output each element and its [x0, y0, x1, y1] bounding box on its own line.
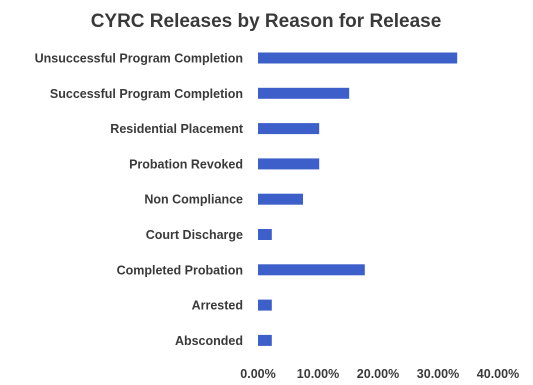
chart-title: CYRC Releases by Reason for Release — [91, 11, 442, 32]
bar — [258, 264, 365, 276]
bar — [258, 299, 272, 311]
bar — [258, 123, 320, 135]
category-label: Completed Probation — [117, 263, 243, 277]
bar — [258, 334, 272, 346]
x-tick-label: 0.00% — [240, 367, 275, 381]
bar — [258, 158, 320, 170]
category-label: Non Compliance — [144, 193, 243, 207]
category-label: Unsuccessful Program Completion — [35, 52, 243, 66]
category-label: Residential Placement — [110, 122, 244, 136]
x-tick-label: 30.00% — [417, 367, 459, 381]
category-label: Probation Revoked — [129, 157, 243, 171]
category-label: Arrested — [192, 299, 243, 313]
bar — [258, 229, 272, 240]
category-label: Successful Program Completion — [50, 87, 243, 101]
x-axis-tick-labels: 0.00% 10.00% 20.00% 30.00% 40.00% — [240, 367, 519, 381]
x-tick-label: 40.00% — [477, 367, 519, 381]
x-tick-label: 10.00% — [297, 367, 339, 381]
category-labels: Unsuccessful Program Completion Successfu… — [35, 52, 244, 348]
bar — [258, 193, 303, 205]
bar — [258, 52, 458, 64]
category-label: Court Discharge — [146, 228, 243, 242]
category-label: Absconded — [175, 334, 243, 348]
bars — [258, 52, 458, 346]
x-tick-label: 20.00% — [357, 367, 399, 381]
bar — [258, 87, 350, 99]
